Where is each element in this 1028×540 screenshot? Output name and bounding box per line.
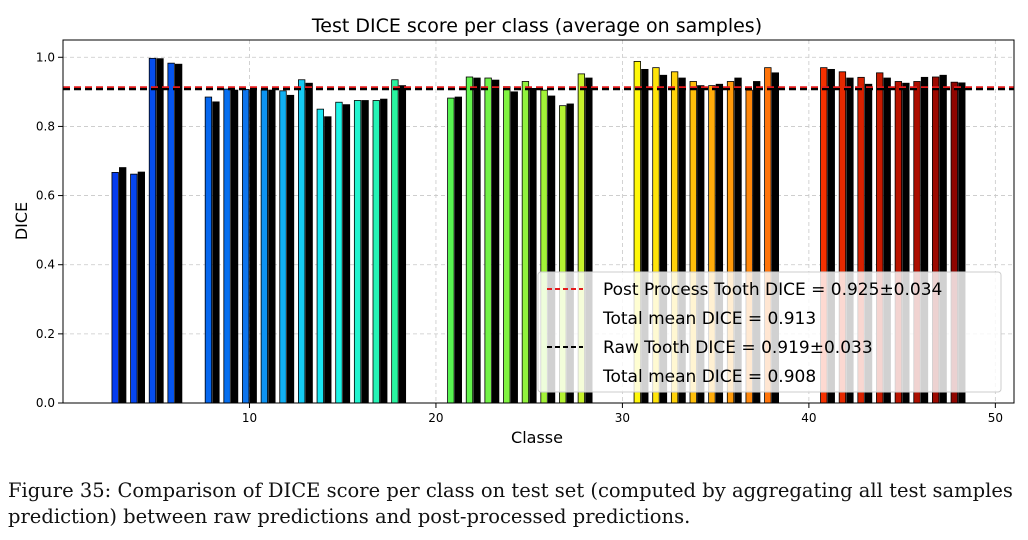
bar-postprocess-class-10 — [242, 89, 250, 404]
bar-postprocess-class-15 — [335, 101, 343, 404]
bar-raw-class-10 — [249, 89, 257, 404]
y-tick-label: 0.6 — [36, 189, 55, 203]
x-axis: 10 20 30 40 50 — [242, 403, 1003, 425]
bar-raw-class-8 — [212, 101, 220, 404]
bar-postprocess-class-21 — [447, 97, 455, 404]
x-tick-label: 40 — [801, 411, 816, 425]
bar-postprocess-class-22 — [465, 76, 474, 404]
bar-postprocess-class-16 — [353, 100, 362, 404]
legend-label-raw: Raw Tooth DICE = 0.919±0.033 — [603, 338, 873, 358]
bar-postprocess-class-24 — [503, 86, 511, 404]
legend-sub-post: Total mean DICE = 0.913 — [602, 309, 816, 329]
bar-raw-class-5 — [156, 58, 164, 404]
bar-postprocess-class-23 — [484, 77, 492, 404]
x-tick-label: 20 — [428, 411, 443, 425]
bar-postprocess-class-6 — [167, 62, 175, 404]
bar-postprocess-class-5 — [148, 57, 157, 404]
legend: Post Process Tooth DICE = 0.925±0.034 To… — [537, 271, 1002, 393]
x-axis-label: Classe — [511, 428, 563, 447]
bar-postprocess-class-11 — [260, 89, 269, 404]
bar-raw-class-6 — [174, 63, 183, 404]
bar-raw-class-16 — [361, 100, 369, 404]
x-tick-label: 10 — [242, 411, 257, 425]
bar-raw-class-25 — [529, 88, 537, 404]
chart-title: Test DICE score per class (average on sa… — [311, 15, 762, 37]
bar-postprocess-class-9 — [223, 88, 231, 404]
bar-raw-class-15 — [342, 104, 351, 404]
y-axis-label: DICE — [12, 202, 31, 240]
bar-postprocess-class-3 — [111, 172, 119, 404]
bar-raw-class-24 — [510, 91, 518, 404]
bar-raw-class-18 — [398, 85, 407, 404]
dice-bar-chart: Test DICE score per class (average on sa… — [12, 15, 1015, 447]
bar-raw-class-13 — [305, 82, 313, 404]
y-tick-label: 0.2 — [36, 327, 55, 341]
y-axis: 0.0 0.2 0.4 0.6 0.8 1.0 — [36, 50, 63, 410]
bar-postprocess-class-12 — [279, 90, 287, 404]
legend-label-post: Post Process Tooth DICE = 0.925±0.034 — [603, 280, 942, 300]
bar-raw-class-11 — [268, 89, 276, 404]
plot-frame — [62, 39, 1015, 404]
bar-raw-class-22 — [473, 77, 481, 404]
y-tick-label: 1.0 — [36, 50, 55, 64]
figure-caption: Figure 35: Comparison of DICE score per … — [8, 479, 1013, 528]
bar-raw-class-12 — [286, 94, 295, 404]
y-tick-label: 0.8 — [36, 119, 55, 133]
reference-lines — [63, 86, 1014, 91]
bar-postprocess-class-13 — [298, 79, 306, 404]
bar-raw-class-3 — [119, 167, 127, 404]
bar-postprocess-class-17 — [372, 100, 380, 404]
bar-raw-class-9 — [230, 89, 239, 404]
bar-postprocess-class-18 — [391, 79, 399, 404]
bar-raw-class-14 — [324, 116, 332, 404]
bar-postprocess-class-4 — [130, 173, 138, 404]
legend-sub-raw: Total mean DICE = 0.908 — [602, 367, 816, 387]
bar-raw-class-17 — [380, 98, 388, 404]
legend-box — [537, 271, 1002, 393]
bar-postprocess-class-8 — [204, 96, 213, 404]
bars — [111, 57, 966, 404]
x-tick-label: 30 — [615, 411, 630, 425]
y-tick-label: 0.4 — [36, 258, 55, 272]
bar-raw-class-23 — [491, 79, 500, 404]
bar-postprocess-class-14 — [316, 108, 324, 404]
bar-raw-class-21 — [454, 96, 462, 404]
x-tick-label: 50 — [988, 411, 1003, 425]
bar-raw-class-4 — [137, 171, 145, 404]
y-tick-label: 0.0 — [36, 396, 55, 410]
bar-postprocess-class-25 — [521, 81, 530, 404]
